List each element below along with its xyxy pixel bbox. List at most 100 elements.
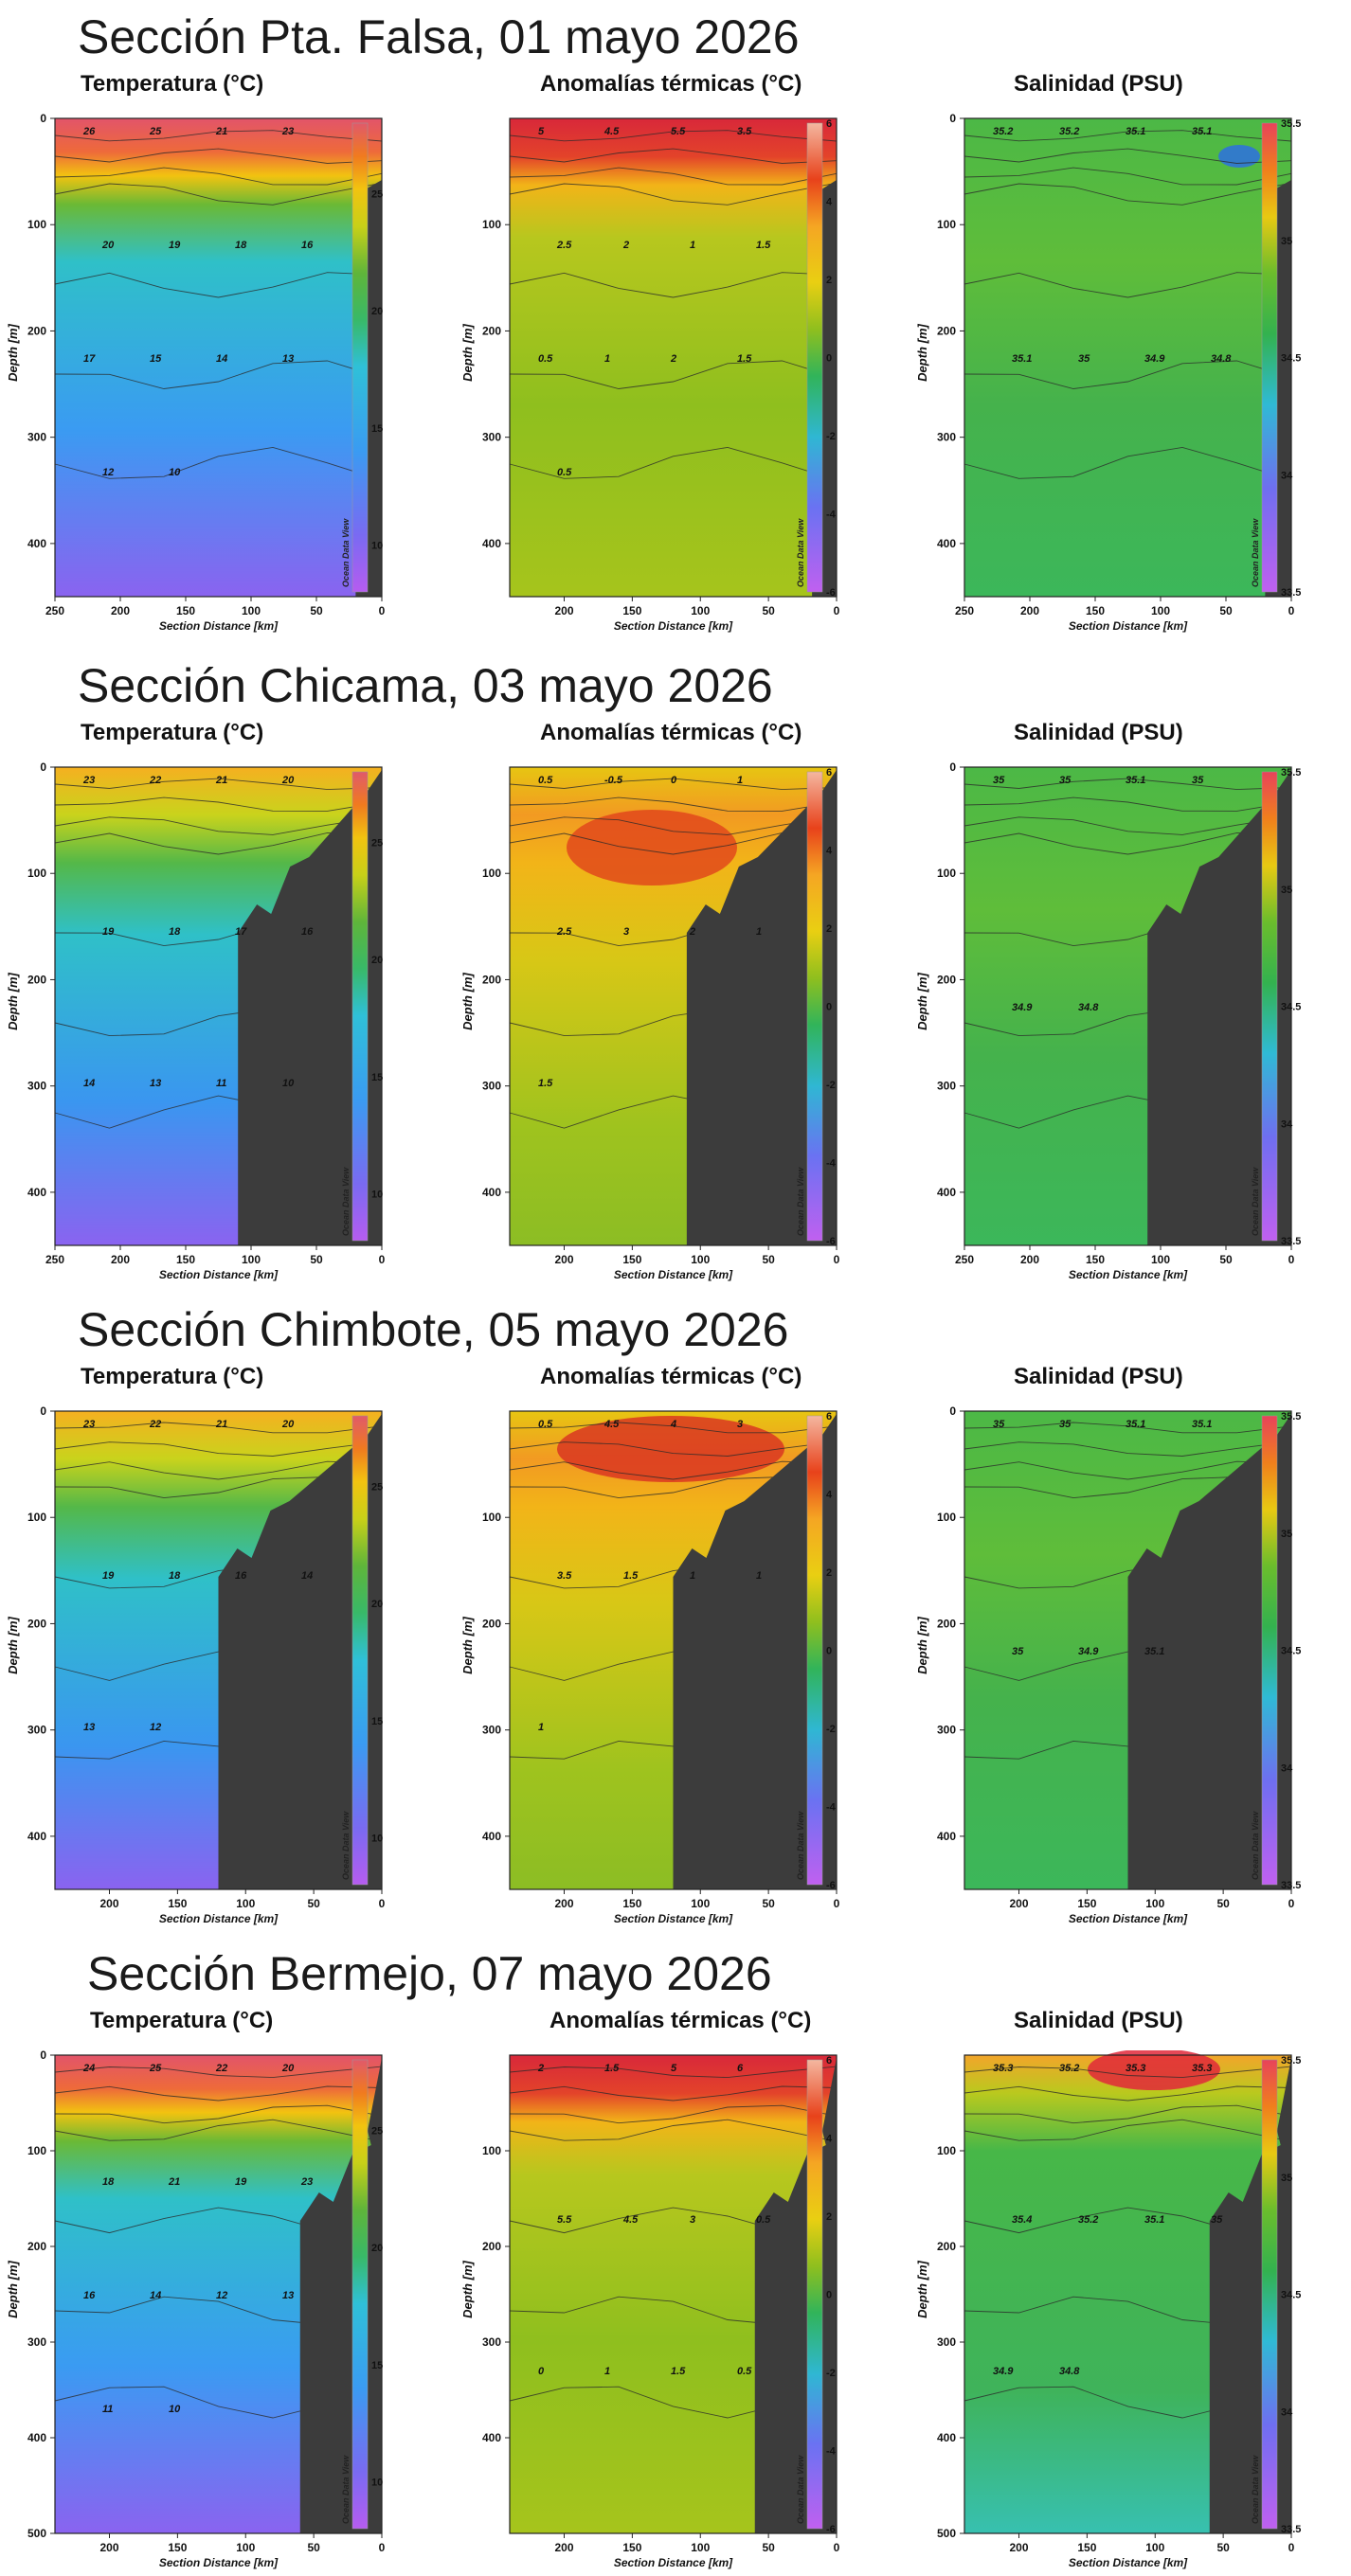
- colorbar-label: 0: [826, 2290, 832, 2301]
- panel-temperature: Temperatura (°C) 24 25 22 20 18 21 19 23 16 14 12 1…: [0, 2008, 436, 2576]
- contour-label: 13: [282, 353, 294, 365]
- x-axis-label: Section Distance [km]: [1069, 1268, 1188, 1281]
- contour-label: 35.3: [993, 2063, 1013, 2074]
- y-tick-label: 300: [937, 2335, 956, 2349]
- colorbar-label: 20: [371, 306, 383, 317]
- contour-line: [509, 148, 838, 164]
- contour-label: 35: [993, 775, 1005, 786]
- contour-label: 26: [82, 126, 96, 137]
- contour-label: 35.1: [1126, 126, 1145, 137]
- colorbar-label: 35.5: [1281, 2055, 1301, 2066]
- colorbar-label: 35: [1281, 236, 1292, 247]
- contour-label: 13: [83, 1722, 95, 1733]
- plot-frame: [509, 2054, 838, 2534]
- y-tick-label: 300: [482, 431, 501, 444]
- contour-line: [509, 2066, 838, 2079]
- colorbar-label: 20: [371, 2243, 383, 2254]
- contour-label: 16: [301, 240, 314, 251]
- x-tick-label: 0: [834, 1897, 840, 1910]
- y-tick-label: 500: [27, 2527, 46, 2540]
- bathymetry: [1147, 770, 1291, 1245]
- watermark: Ocean Data View: [1251, 518, 1260, 587]
- y-tick-label: 200: [27, 324, 46, 337]
- contour-line: [54, 796, 383, 812]
- x-axis-label: Section Distance [km]: [1069, 1912, 1188, 1925]
- x-tick-label: 50: [762, 604, 775, 617]
- plot-salinity: 35.2 35.2 35.1 35.1 35.1 35 34.9 34.8 0 100 200 300…: [915, 114, 1301, 633]
- contour-label: 25: [149, 2063, 162, 2074]
- y-axis-label: Depth [m]: [915, 2261, 929, 2318]
- contour-line: [54, 1422, 383, 1434]
- x-tick-label: 150: [622, 2541, 641, 2554]
- colorbar-label: 33.5: [1281, 2524, 1301, 2535]
- colorbar-label: 33.5: [1281, 1236, 1301, 1247]
- watermark: Ocean Data View: [1251, 2455, 1260, 2524]
- contour-label: 2: [670, 353, 676, 365]
- contour-line: [54, 148, 383, 164]
- contour-label: 18: [235, 240, 247, 251]
- contour-line: [54, 832, 383, 855]
- contour-label: 23: [281, 126, 294, 137]
- contour-label: 35.1: [1192, 126, 1212, 137]
- x-tick-label: 0: [379, 1253, 386, 1266]
- x-tick-label: 150: [1077, 1897, 1096, 1910]
- x-tick-label: 150: [622, 604, 641, 617]
- panel-salinity: Salinidad (PSU) 35 35 35.1 35.1 35 34.9 35.1 0 1…: [910, 1364, 1345, 1932]
- contour-label: 34.8: [1211, 353, 1232, 365]
- y-tick-label: 400: [27, 537, 46, 550]
- plot-frame: [964, 1410, 1292, 1890]
- contour-line: [964, 182, 1292, 206]
- contour-label: 4.5: [603, 1419, 620, 1430]
- y-axis-label: Depth [m]: [6, 2261, 20, 2318]
- y-axis-label: Depth [m]: [6, 1617, 20, 1674]
- y-tick-label: 100: [937, 1511, 956, 1524]
- contour-line: [964, 832, 1292, 855]
- y-tick-label: 300: [27, 1724, 46, 1737]
- contour-label: 22: [215, 2063, 227, 2074]
- y-tick-label: 200: [27, 2240, 46, 2253]
- y-tick-label: 300: [482, 1080, 501, 1093]
- contour-line: [964, 2104, 1292, 2124]
- contour-label: 21: [215, 775, 227, 786]
- contour-label: 5: [538, 126, 545, 137]
- contour-label: 21: [168, 2176, 180, 2188]
- contour-label: 3.5: [557, 1570, 572, 1582]
- contour-line: [964, 2085, 1292, 2102]
- section-title: Sección Chimbote, 05 mayo 2026: [78, 1303, 789, 1356]
- y-tick-label: 200: [937, 973, 956, 986]
- contour-label: 35: [993, 1419, 1005, 1430]
- y-axis-label: Depth [m]: [460, 2261, 475, 2318]
- contour-line: [964, 148, 1292, 164]
- bathymetry: [673, 1414, 837, 1889]
- x-tick-label: 100: [236, 1897, 255, 1910]
- x-tick-label: 100: [242, 1253, 261, 1266]
- y-tick-label: 0: [949, 762, 956, 774]
- colorbar-label: -6: [826, 587, 836, 599]
- colorbar-label: 33.5: [1281, 1880, 1301, 1891]
- contour-label: 35.1: [1126, 1419, 1145, 1430]
- contour-line: [54, 1440, 383, 1457]
- y-tick-label: 400: [937, 537, 956, 550]
- x-tick-label: 150: [1086, 1253, 1105, 1266]
- contour-line: [964, 2119, 1292, 2142]
- contour-label: 34.9: [993, 2366, 1014, 2377]
- contour-line: [964, 796, 1292, 812]
- contour-line: [964, 360, 1292, 389]
- colorbar-label: -2: [826, 1080, 836, 1091]
- y-tick-label: 100: [27, 867, 46, 880]
- contour-label: 16: [83, 2290, 96, 2301]
- y-axis-label: Depth [m]: [915, 1617, 929, 1674]
- contour-label: 2.5: [556, 926, 572, 938]
- x-tick-label: 0: [834, 2541, 840, 2554]
- colorbar-label: 10: [371, 2478, 383, 2489]
- plot-frame: [509, 1410, 838, 1890]
- colorbar-label: 0: [826, 1646, 832, 1657]
- panel-title: Anomalías térmicas (°C): [540, 71, 802, 97]
- contour-line: [54, 2119, 383, 2142]
- x-tick-label: 200: [111, 1253, 130, 1266]
- x-axis-label: Section Distance [km]: [614, 1268, 733, 1281]
